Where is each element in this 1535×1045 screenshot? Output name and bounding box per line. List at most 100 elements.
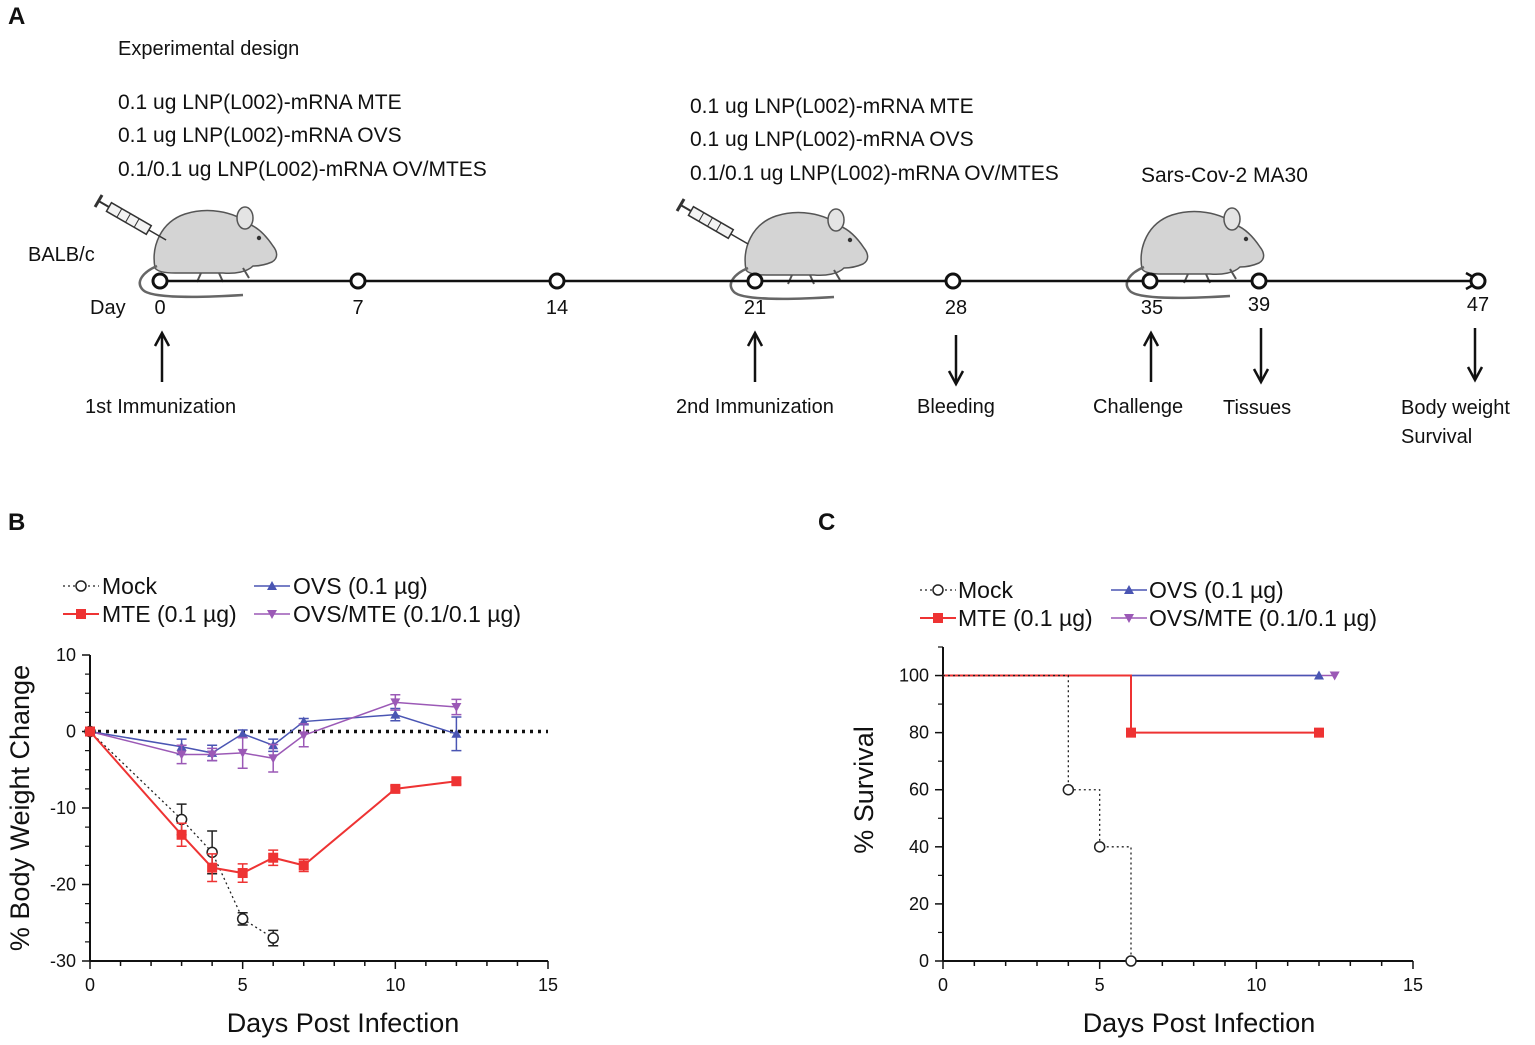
weight-point-ovs xyxy=(390,709,401,719)
weight-y-axis-title: % Body Weight Change xyxy=(5,665,35,951)
legend-c-mock-label: Mock xyxy=(958,577,1013,603)
weight-y-tick-label: 10 xyxy=(56,645,76,665)
survival-y-axis-title: % Survival xyxy=(849,726,879,854)
weight-x-tick-label: 0 xyxy=(85,975,95,995)
survival-point-mte xyxy=(1314,727,1324,738)
day-label-0: 0 xyxy=(154,297,165,319)
survival-chart: 0 5 10 15 100 80 60 40 20 0 xyxy=(899,646,1423,995)
legend-c-ovs-label: OVS (0.1 µg) xyxy=(1149,577,1284,603)
day-label-21: 21 xyxy=(744,297,766,319)
survival-y-tick-label: 0 xyxy=(919,951,929,971)
legend-b-mte: MTE (0.1 µg) xyxy=(63,601,237,627)
timeline-node-day28 xyxy=(944,272,962,290)
legend-b-ovs-label: OVS (0.1 µg) xyxy=(293,573,428,599)
timeline-node-day0 xyxy=(151,272,169,290)
group1-line-3: 0.1/0.1 ug LNP(L002)-mRNA OV/MTES xyxy=(118,158,487,181)
event-body-weight: Body weight xyxy=(1401,397,1510,419)
legend-b-mte-label: MTE (0.1 µg) xyxy=(102,601,237,627)
survival-point-ovs xyxy=(1314,670,1324,680)
weight-y-tick-label: -30 xyxy=(50,951,76,971)
event-second-immunization: 2nd Immunization xyxy=(676,396,834,418)
legend-b-ovsmte-label: OVS/MTE (0.1/0.1 µg) xyxy=(293,601,521,627)
weight-x-axis-title: Days Post Infection xyxy=(227,1008,460,1038)
weight-point-mock xyxy=(236,913,249,925)
legend-b-mock-label: Mock xyxy=(102,573,157,599)
weight-point-mock xyxy=(267,932,279,944)
weight-point-ovsmte xyxy=(390,698,401,708)
legend-c-mock: Mock xyxy=(920,577,1013,603)
weight-x-tick-label: 5 xyxy=(238,975,248,995)
weight-point-ovsmte xyxy=(268,754,279,764)
day-label-35: 35 xyxy=(1141,297,1163,319)
experimental-design-title: Experimental design xyxy=(118,38,299,60)
day-label-14: 14 xyxy=(546,297,568,319)
weight-point-mte xyxy=(85,726,95,737)
event-tissues: Tissues xyxy=(1223,397,1291,419)
legend-c-ovsmte: OVS/MTE (0.1/0.1 µg) xyxy=(1111,605,1377,631)
weight-x-tick-label: 15 xyxy=(538,975,558,995)
weight-point-ovsmte xyxy=(298,731,309,741)
day-axis-label: Day xyxy=(90,297,126,319)
weight-series-line-ovs xyxy=(89,713,457,754)
weight-y-tick-label: 0 xyxy=(66,722,76,742)
weight-point-mte xyxy=(390,783,401,794)
survival-series-line-mock xyxy=(943,674,1132,961)
survival-y-tick-label: 40 xyxy=(909,837,929,857)
weight-point-mte xyxy=(298,860,309,871)
group2-line-3: 0.1/0.1 ug LNP(L002)-mRNA OV/MTES xyxy=(690,162,1059,185)
survival-y-tick-label: 60 xyxy=(909,780,929,800)
legend-c-mte-label: MTE (0.1 µg) xyxy=(958,605,1093,631)
weight-point-mte xyxy=(237,868,248,879)
timeline-node-day35 xyxy=(1141,272,1159,290)
weight-point-ovs xyxy=(451,728,462,738)
legend-b-ovsmte: OVS/MTE (0.1/0.1 µg) xyxy=(254,601,521,627)
legend-marker xyxy=(267,610,277,619)
weight-y-tick-label: -10 xyxy=(50,798,76,818)
weight-point-ovsmte xyxy=(207,750,218,760)
legend-marker xyxy=(1124,585,1134,594)
survival-series-line-mte xyxy=(943,674,1319,734)
event-challenge: Challenge xyxy=(1093,396,1183,418)
timeline-node-day39 xyxy=(1250,272,1268,290)
arrow-down-icon xyxy=(947,328,1484,387)
group2-line-2: 0.1 ug LNP(L002)-mRNA OVS xyxy=(690,128,974,151)
day-label-28: 28 xyxy=(945,297,967,319)
event-survival: Survival xyxy=(1401,426,1472,448)
legend-c-ovsmte-label: OVS/MTE (0.1/0.1 µg) xyxy=(1149,605,1377,631)
weight-series-line-mte xyxy=(89,730,457,875)
legend-marker xyxy=(933,613,943,623)
legend-marker xyxy=(76,609,86,619)
survival-x-tick-label: 0 xyxy=(938,975,948,995)
survival-point-mock xyxy=(1093,841,1106,853)
timeline-node-day7 xyxy=(349,272,367,290)
legend-marker xyxy=(267,581,277,590)
survival-y-tick-label: 80 xyxy=(909,723,929,743)
legend-b: Mock OVS (0.1 µg) MTE (0.1 µg) OVS/MTE (… xyxy=(63,573,521,627)
challenge-virus-label: Sars-Cov-2 MA30 xyxy=(1141,164,1308,187)
timeline-node-day14 xyxy=(548,272,566,290)
syringe-2-icon xyxy=(675,197,754,252)
panel-label-c: C xyxy=(818,509,835,536)
event-first-immunization: 1st Immunization xyxy=(85,396,236,418)
timeline-node-day21 xyxy=(746,272,764,290)
group1-line-1: 0.1 ug LNP(L002)-mRNA MTE xyxy=(118,91,402,114)
weight-point-mte xyxy=(176,829,187,840)
weight-x-tick-label: 10 xyxy=(385,975,405,995)
survival-y-tick-label: 20 xyxy=(909,894,929,914)
day-label-39: 39 xyxy=(1248,294,1270,316)
legend-c: Mock OVS (0.1 µg) MTE (0.1 µg) OVS/MTE (… xyxy=(920,577,1377,631)
weight-series-line-ovsmte xyxy=(89,701,457,760)
weight-point-mte xyxy=(451,776,462,787)
timeline-node-day47 xyxy=(1469,272,1487,290)
legend-marker xyxy=(1124,614,1134,623)
panel-label-a: A xyxy=(8,3,25,30)
weight-chart: 0 5 10 15 10 0 -10 -20 -30 xyxy=(50,645,558,995)
weight-y-tick-label: -20 xyxy=(50,875,76,895)
strain-label: BALB/c xyxy=(28,244,95,266)
legend-b-ovs: OVS (0.1 µg) xyxy=(254,573,428,599)
weight-point-mte xyxy=(207,862,218,873)
weight-point-ovsmte xyxy=(451,703,462,713)
group1-line-2: 0.1 ug LNP(L002)-mRNA OVS xyxy=(118,124,402,147)
panel-label-b: B xyxy=(8,509,25,536)
legend-c-mte: MTE (0.1 µg) xyxy=(920,605,1093,631)
